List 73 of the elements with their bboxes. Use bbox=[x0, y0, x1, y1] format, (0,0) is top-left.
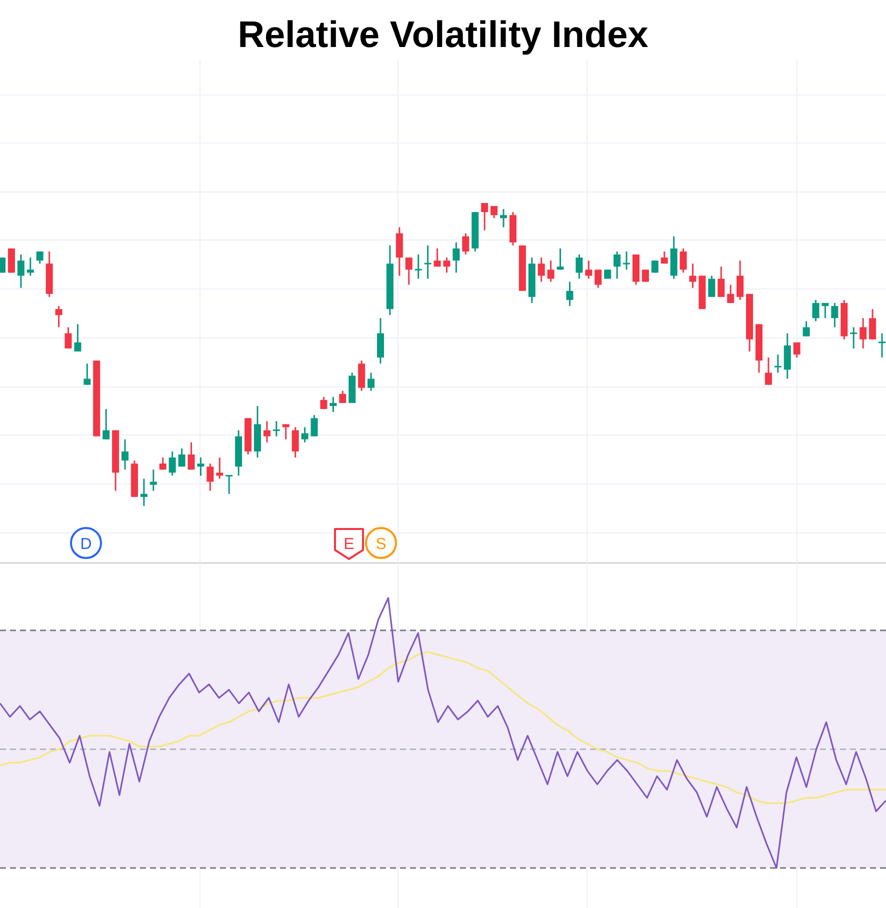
candlestick bbox=[188, 442, 195, 470]
candlestick bbox=[878, 332, 886, 358]
candlestick bbox=[443, 256, 450, 274]
candlestick bbox=[822, 302, 829, 319]
text: D bbox=[80, 536, 92, 553]
candlestick bbox=[462, 232, 470, 256]
candlestick bbox=[84, 362, 91, 386]
candlestick bbox=[481, 202, 488, 232]
candlestick bbox=[831, 302, 838, 328]
candlestick bbox=[55, 305, 62, 328]
text: E bbox=[344, 536, 354, 553]
candlestick bbox=[74, 323, 82, 352]
candlestick bbox=[566, 281, 574, 307]
candlestick bbox=[26, 256, 34, 276]
candlestick bbox=[140, 478, 148, 507]
candlestick bbox=[150, 468, 157, 492]
candlestick bbox=[793, 342, 800, 358]
candlestick bbox=[614, 250, 621, 280]
candlestick bbox=[490, 205, 498, 219]
candlestick bbox=[736, 260, 744, 301]
candlestick bbox=[547, 260, 554, 283]
candlestick bbox=[860, 317, 867, 350]
candlestick bbox=[576, 254, 583, 280]
candlestick bbox=[36, 250, 44, 264]
candlestick bbox=[197, 456, 204, 476]
candlestick bbox=[330, 396, 337, 413]
candlestick bbox=[727, 284, 734, 304]
candlestick bbox=[764, 356, 772, 386]
candlestick bbox=[64, 326, 72, 350]
candlestick bbox=[168, 450, 176, 476]
candlestick bbox=[122, 438, 129, 470]
candlestick bbox=[282, 423, 290, 440]
candlestick bbox=[320, 396, 328, 410]
candlestick bbox=[869, 308, 876, 340]
candlestick bbox=[802, 320, 810, 338]
candlestick bbox=[718, 266, 725, 298]
chart-title: Relative Volatility Index bbox=[238, 14, 649, 55]
candlestick bbox=[594, 268, 602, 289]
candlestick bbox=[500, 208, 508, 228]
candlestick bbox=[660, 250, 668, 264]
candlestick bbox=[102, 408, 110, 440]
candlestick bbox=[159, 456, 166, 470]
candlestick bbox=[17, 254, 24, 289]
candlestick bbox=[178, 448, 186, 468]
candlestick bbox=[585, 260, 592, 280]
candlestick bbox=[301, 426, 308, 444]
candlestick bbox=[642, 268, 649, 283]
candlestick bbox=[414, 254, 422, 280]
candlestick bbox=[452, 242, 460, 274]
candlestick bbox=[292, 426, 299, 458]
text: S bbox=[376, 536, 386, 553]
candlestick bbox=[689, 262, 696, 289]
candlestick bbox=[812, 299, 820, 322]
candlestick bbox=[708, 274, 716, 298]
candlestick bbox=[424, 244, 432, 280]
candlestick bbox=[434, 248, 441, 268]
candlestick bbox=[310, 414, 318, 438]
candlestick bbox=[263, 420, 270, 444]
candlestick bbox=[850, 326, 858, 350]
candlestick bbox=[226, 474, 233, 495]
candlestick bbox=[680, 248, 687, 274]
candlestick bbox=[604, 268, 612, 280]
candlestick bbox=[623, 250, 630, 270]
candlestick bbox=[216, 456, 224, 480]
candlestick bbox=[556, 248, 564, 270]
candlestick bbox=[206, 462, 214, 492]
candlestick bbox=[272, 420, 280, 438]
candlestick bbox=[405, 256, 412, 286]
candlestick bbox=[651, 260, 658, 274]
candlestick bbox=[538, 256, 545, 283]
candlestick bbox=[368, 372, 375, 392]
candlestick bbox=[774, 354, 782, 374]
candlestick bbox=[339, 390, 346, 404]
